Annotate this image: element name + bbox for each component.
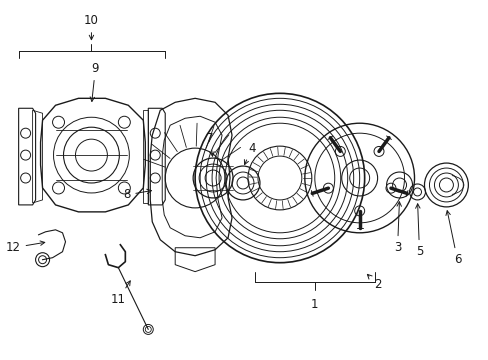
Text: 3: 3 [393, 202, 401, 254]
Text: 7: 7 [206, 132, 214, 156]
Text: 9: 9 [90, 62, 99, 102]
Text: 5: 5 [415, 204, 422, 258]
Text: 12: 12 [6, 241, 45, 254]
Text: 2: 2 [366, 274, 381, 291]
Text: 8: 8 [122, 188, 151, 202]
Text: 6: 6 [445, 211, 460, 266]
Text: 4: 4 [244, 141, 255, 165]
Text: 1: 1 [310, 298, 318, 311]
Text: 11: 11 [111, 281, 130, 306]
Text: 10: 10 [84, 14, 99, 40]
